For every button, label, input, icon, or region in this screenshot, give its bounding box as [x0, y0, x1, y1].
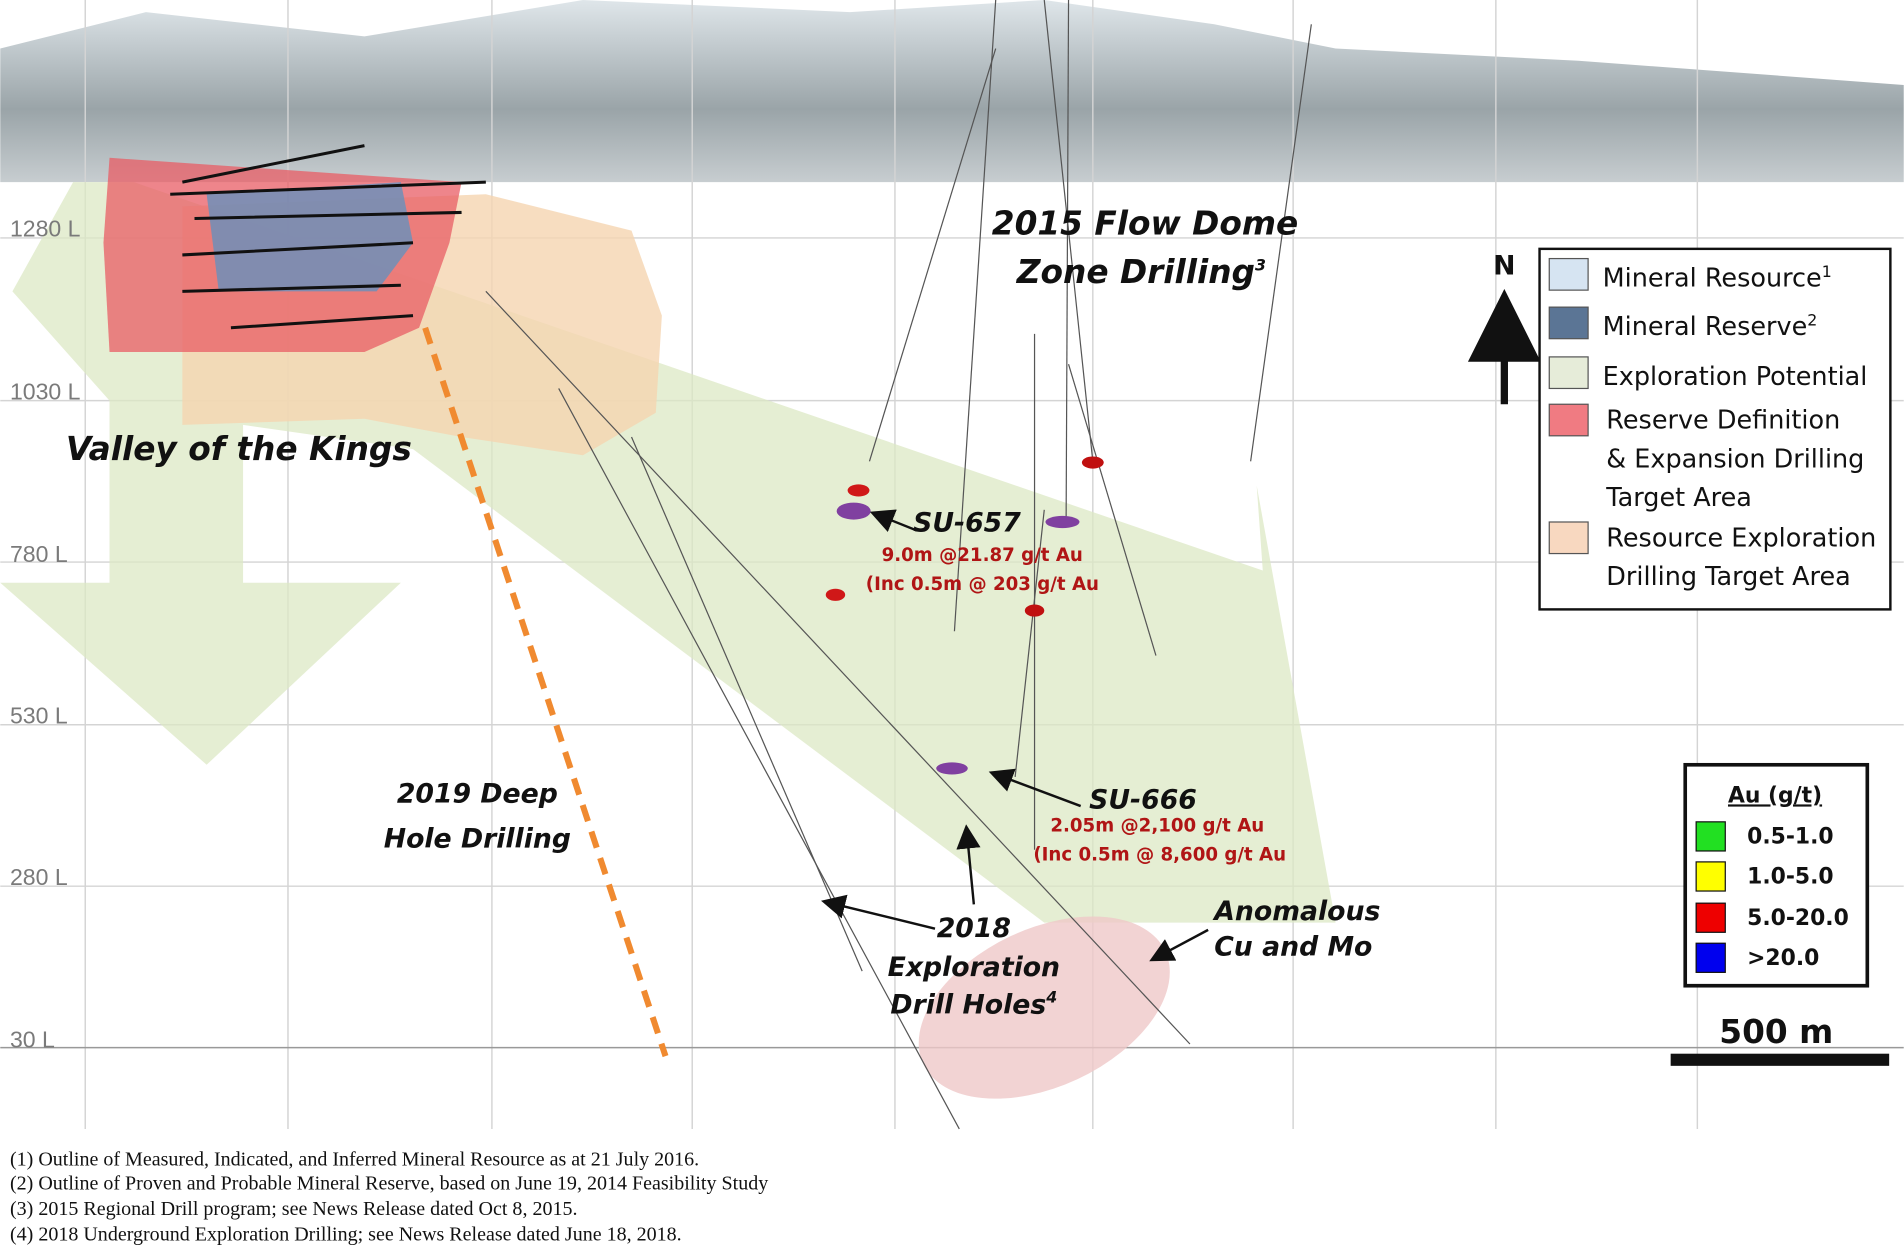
scale-bar-line — [1670, 1053, 1890, 1066]
legend-label: Mineral Resource1 — [1603, 262, 1832, 294]
level-label: 280 L — [10, 864, 68, 890]
label: 2018 — [937, 913, 1011, 944]
au-legend-title: Au (g/t) — [1728, 783, 1822, 808]
legend-box — [1538, 247, 1892, 611]
level-label: 1280 L — [10, 216, 81, 242]
arrow — [988, 768, 1082, 808]
swatch — [1548, 306, 1589, 340]
swatch — [1695, 902, 1726, 933]
label: 2019 Deep — [397, 778, 558, 809]
label: 2.05m @2,100 g/t Au — [1050, 816, 1264, 837]
arrow — [869, 509, 918, 532]
swatch — [1548, 356, 1589, 390]
legend-label: Exploration Potential — [1603, 362, 1868, 392]
label: (Inc 0.5m @ 203 g/t Au — [866, 574, 1099, 595]
label: 2015 Flow Dome — [992, 204, 1298, 242]
assay-intervals — [825, 456, 1104, 775]
level-label: 1030 L — [10, 378, 81, 404]
annotations: 2015 Flow Dome Zone Drilling3 Valley of … — [66, 204, 1381, 1020]
au-legend: Au (g/t) 0.5-1.0 1.0-5.0 5.0-20.0 >20.0 — [1683, 762, 1870, 988]
swatch — [1695, 861, 1726, 892]
label: SU-666 — [1089, 784, 1197, 815]
label: Valley of the Kings — [66, 430, 412, 468]
level-label: 530 L — [10, 703, 68, 729]
label: 9.0m @21.87 g/t Au — [882, 545, 1083, 566]
label: Anomalous — [1212, 896, 1380, 927]
swatch — [1548, 521, 1589, 555]
legend-label: Target Area — [1605, 483, 1752, 513]
north-label: N — [1493, 250, 1515, 281]
label: Cu and Mo — [1214, 931, 1372, 962]
legend-label: Reserve Definition — [1606, 406, 1840, 436]
swatch — [1548, 257, 1589, 291]
label: Hole Drilling — [384, 823, 571, 854]
legend-label: Mineral Reserve2 — [1603, 310, 1818, 342]
au-label: 1.0-5.0 — [1747, 865, 1833, 890]
scale-label: 500 m — [1719, 1013, 1833, 1051]
label: Drill Holes4 — [890, 988, 1057, 1021]
label: (Inc 0.5m @ 8,600 g/t Au — [1033, 845, 1286, 866]
levels: 1280 L 1030 L 780 L 530 L 280 L 30 L — [10, 216, 81, 1053]
footnote: (1) Outline of Measured, Indicated, and … — [10, 1148, 699, 1170]
legend: Mineral Resource1 Mineral Reserve2 Explo… — [1538, 247, 1892, 611]
swatch — [1695, 942, 1726, 973]
mineral-reserve — [206, 182, 414, 292]
swatch — [1695, 821, 1726, 852]
arrow — [956, 824, 981, 905]
drill-holes — [170, 0, 1312, 1130]
label: Zone Drilling3 — [1016, 253, 1266, 291]
terrain — [0, 0, 1904, 183]
au-label: 0.5-1.0 — [1747, 825, 1833, 850]
legend-label: Resource Exploration — [1606, 523, 1876, 553]
swatch — [1548, 403, 1589, 437]
arrow — [821, 894, 936, 930]
footnote: (2) Outline of Proven and Probable Miner… — [10, 1173, 768, 1195]
arrow — [1149, 928, 1209, 962]
level-label: 30 L — [10, 1027, 55, 1053]
au-label: >20.0 — [1747, 946, 1819, 971]
legend-label: & Expansion Drilling — [1606, 444, 1864, 474]
footnotes: (1) Outline of Measured, Indicated, and … — [10, 1148, 768, 1245]
footnote: (4) 2018 Underground Exploration Drillin… — [10, 1224, 682, 1246]
deep-hole-arrow — [422, 326, 669, 1058]
label: Exploration — [888, 952, 1060, 983]
au-label: 5.0-20.0 — [1747, 906, 1849, 931]
anomalous-area — [918, 916, 1170, 1099]
level-label: 780 L — [10, 541, 68, 567]
label: SU-657 — [913, 508, 1021, 539]
scale-bar: 500 m — [1670, 1013, 1890, 1066]
north-arrow: N — [1467, 250, 1541, 405]
legend-label: Drilling Target Area — [1606, 562, 1850, 592]
footnote: (3) 2015 Regional Drill program; see New… — [10, 1198, 578, 1220]
